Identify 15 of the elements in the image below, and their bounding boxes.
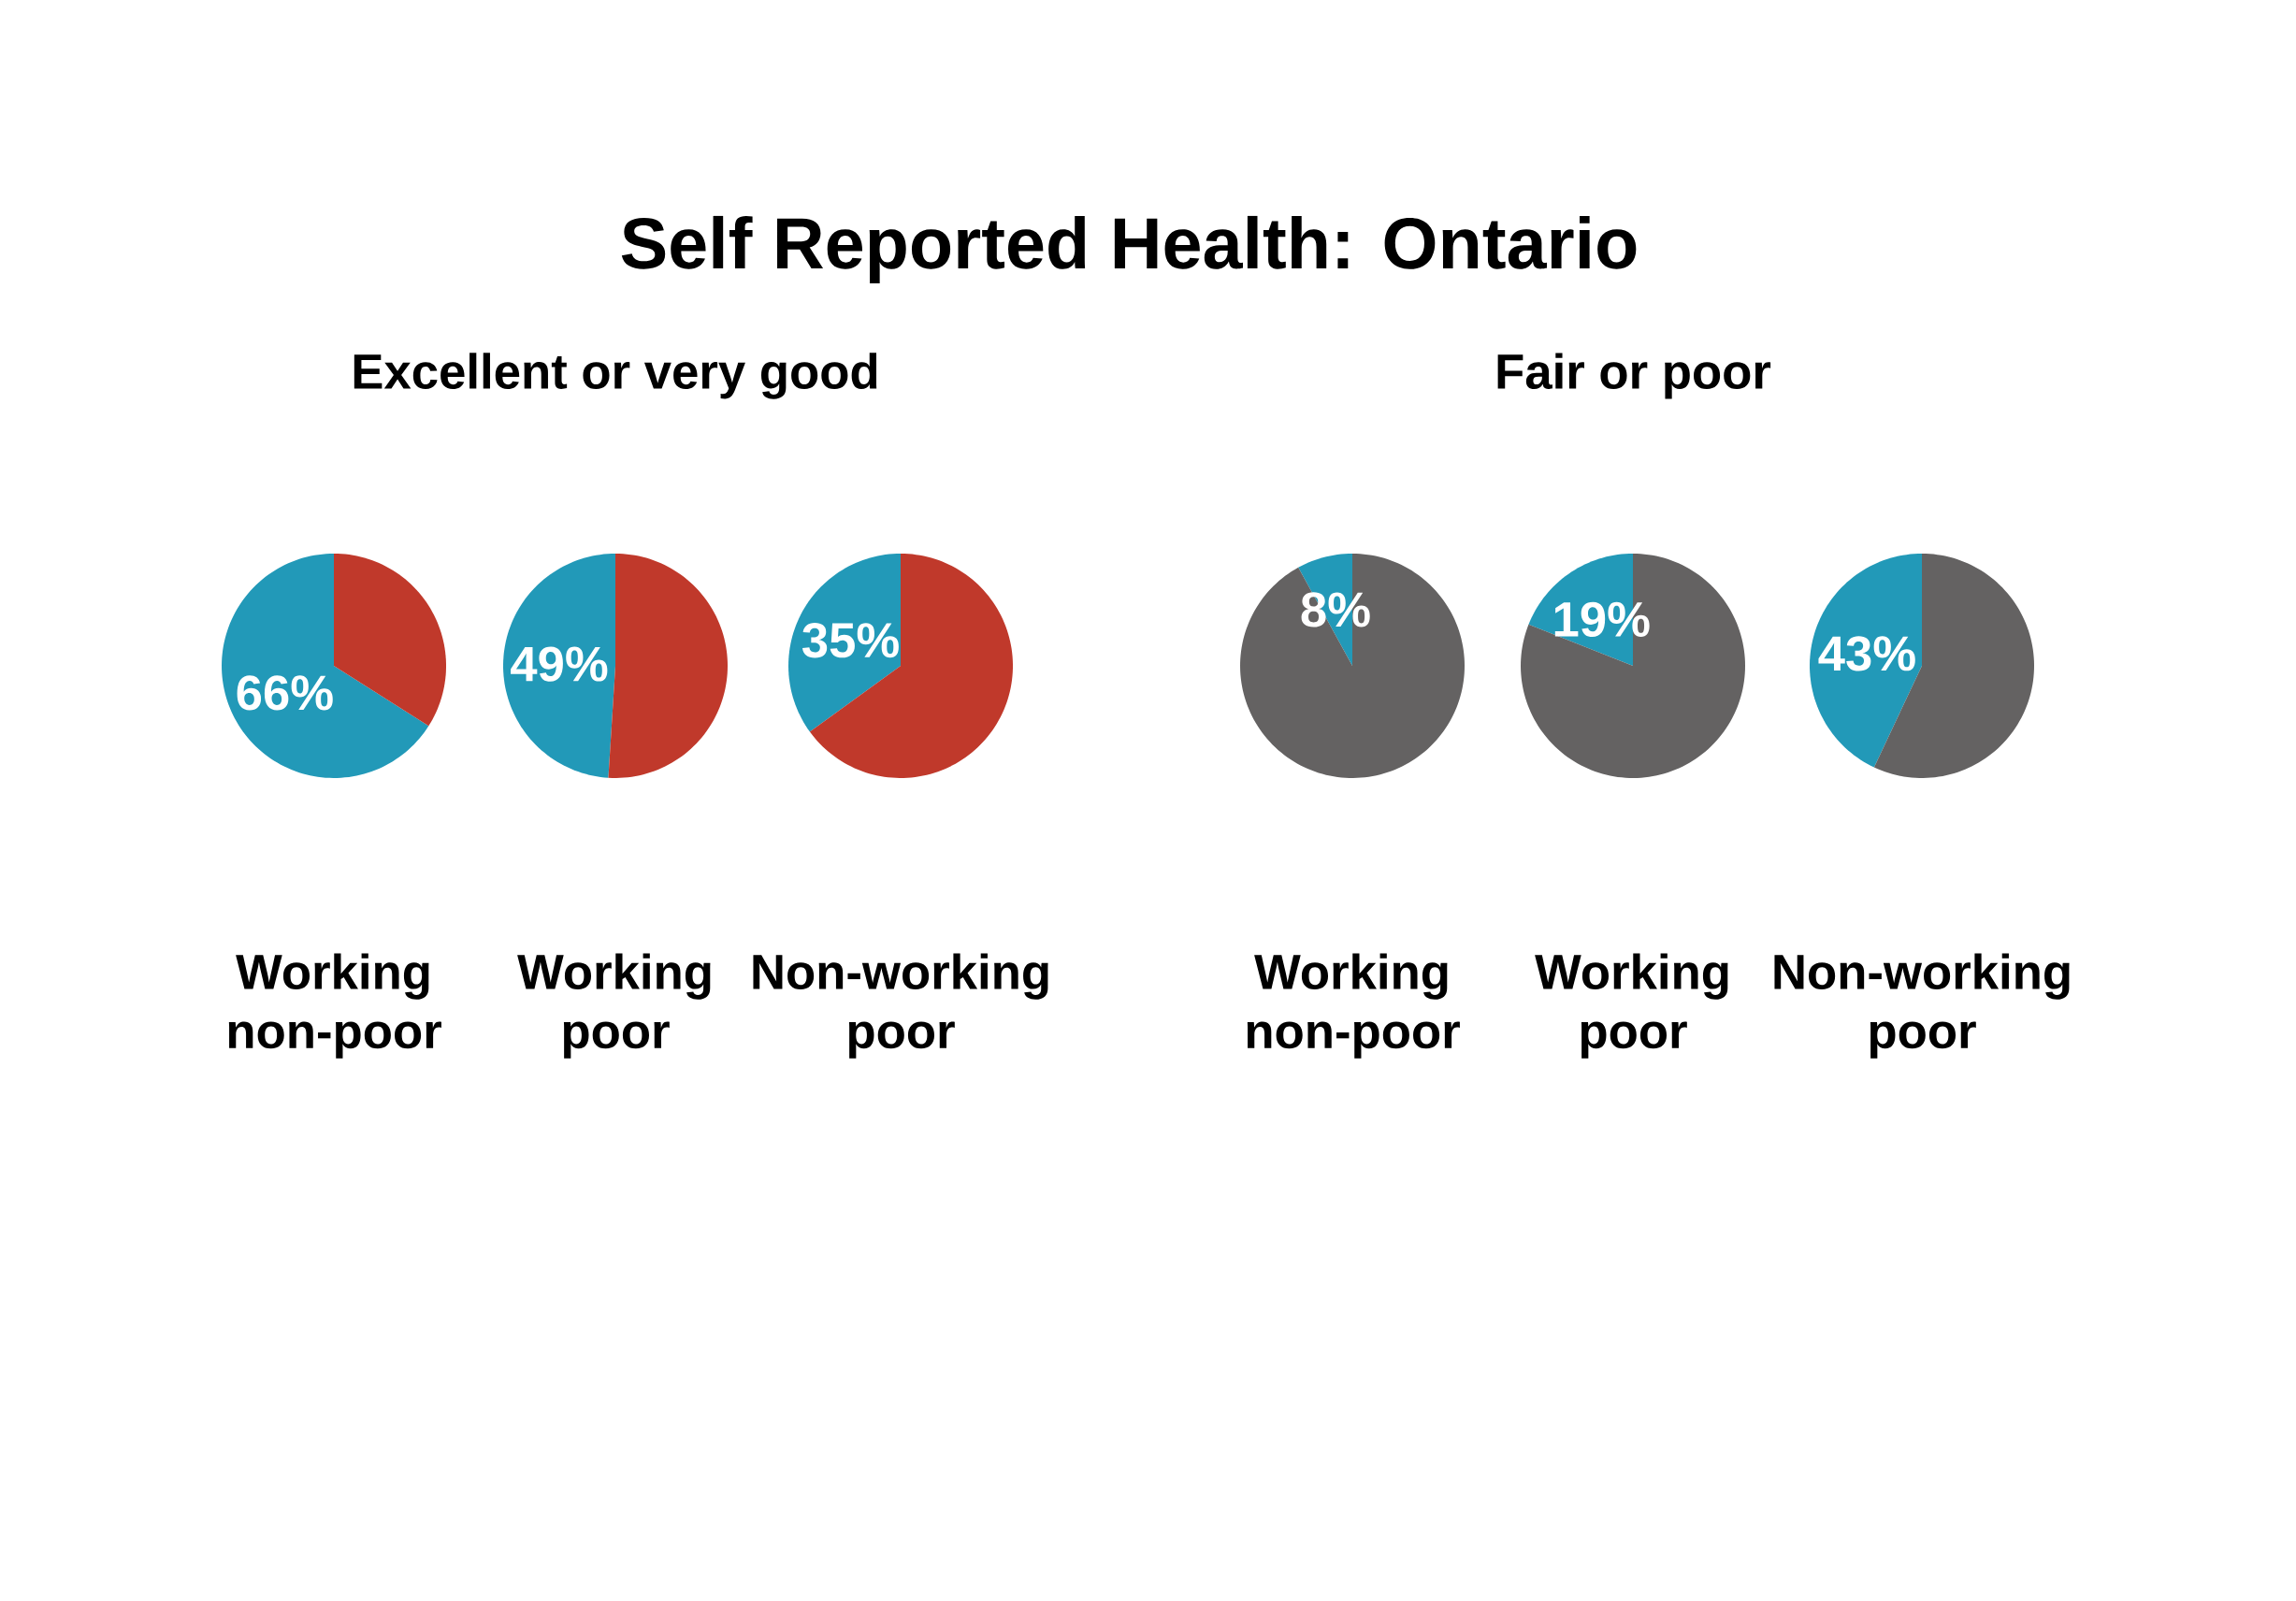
text: Working non-poor xyxy=(228,953,441,1059)
data-label: 66% xyxy=(237,675,333,711)
data-label: 43% xyxy=(1818,636,1915,671)
data-label: 49% xyxy=(511,646,608,682)
chart-subtitle: Fair or poor xyxy=(1497,353,1771,399)
text: Self Reported Health: Ontario xyxy=(621,215,1637,284)
text: Working poor xyxy=(517,953,711,1059)
data-label: 19% xyxy=(1554,601,1650,638)
text: Working poor xyxy=(1535,953,1728,1059)
data-label: 35% xyxy=(802,623,899,658)
text: Working non-poor xyxy=(1247,953,1460,1059)
text: Non-working poor xyxy=(1774,953,2070,1059)
chart-subtitle: Excellent or very good xyxy=(354,353,877,399)
text: Non-working poor xyxy=(753,953,1048,1059)
data-label: 8% xyxy=(1301,592,1370,627)
